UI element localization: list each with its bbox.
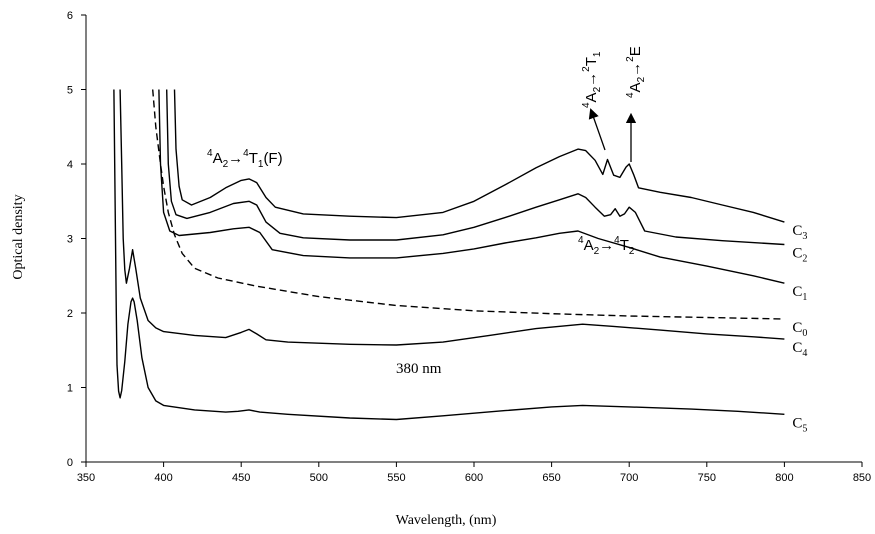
x-tick-label: 500 bbox=[310, 472, 328, 484]
y-tick-label: 0 bbox=[67, 457, 73, 469]
x-tick-label: 450 bbox=[232, 472, 250, 484]
series-line-c0 bbox=[152, 89, 785, 320]
svg-text:4A2→2T1: 4A2→2T1 bbox=[581, 51, 603, 108]
x-tick-label: 700 bbox=[620, 472, 638, 484]
series-label-c2: C2 bbox=[792, 245, 807, 264]
series-line-c5 bbox=[113, 89, 785, 421]
series-label-c3: C3 bbox=[792, 223, 807, 242]
y-tick-label: 5 bbox=[67, 85, 73, 97]
x-tick-label: 850 bbox=[853, 472, 871, 484]
annotation-4a2-4t1f: 4A2→4T1(F) bbox=[207, 148, 283, 170]
x-tick-label: 750 bbox=[698, 472, 716, 484]
series-line-c4 bbox=[119, 89, 785, 346]
y-tick-label: 1 bbox=[67, 383, 73, 395]
x-tick-label: 550 bbox=[387, 472, 405, 484]
annotation-4a2-2e: 4A2→2E bbox=[625, 46, 647, 98]
y-tick-label: 6 bbox=[67, 10, 73, 22]
annotation-380nm: 380 nm bbox=[396, 361, 442, 377]
series-line-c1 bbox=[158, 89, 785, 284]
svg-text:4A2→2E: 4A2→2E bbox=[625, 46, 647, 98]
series-line-c3 bbox=[173, 89, 785, 223]
x-tick-label: 400 bbox=[154, 472, 172, 484]
x-tick-label: 800 bbox=[775, 472, 793, 484]
y-tick-label: 3 bbox=[67, 234, 73, 246]
series-label-c0: C0 bbox=[792, 320, 807, 339]
series-label-c4: C4 bbox=[792, 340, 807, 359]
x-tick-label: 650 bbox=[542, 472, 560, 484]
series-lines bbox=[113, 89, 785, 421]
axes: 350 400 450 500 550 600 650 700 750 800 850 0 1 2 3 4 5 6 bbox=[67, 10, 871, 484]
series-line-c2 bbox=[166, 89, 785, 246]
series-label-c5: C5 bbox=[792, 415, 807, 434]
arrow-2t1 bbox=[588, 108, 606, 151]
x-axis-title: Wavelength, (nm) bbox=[396, 513, 497, 528]
series-label-c1: C1 bbox=[792, 284, 807, 303]
annotation-4a2-4t2: 4A2→4T2 bbox=[578, 235, 635, 257]
x-tick-label: 350 bbox=[77, 472, 95, 484]
y-axis-title: Optical density bbox=[11, 194, 26, 279]
annotation-4a2-2t1: 4A2→2T1 bbox=[581, 51, 603, 108]
y-tick-label: 4 bbox=[67, 159, 73, 171]
y-tick-label: 2 bbox=[67, 308, 73, 320]
x-tick-label: 600 bbox=[465, 472, 483, 484]
